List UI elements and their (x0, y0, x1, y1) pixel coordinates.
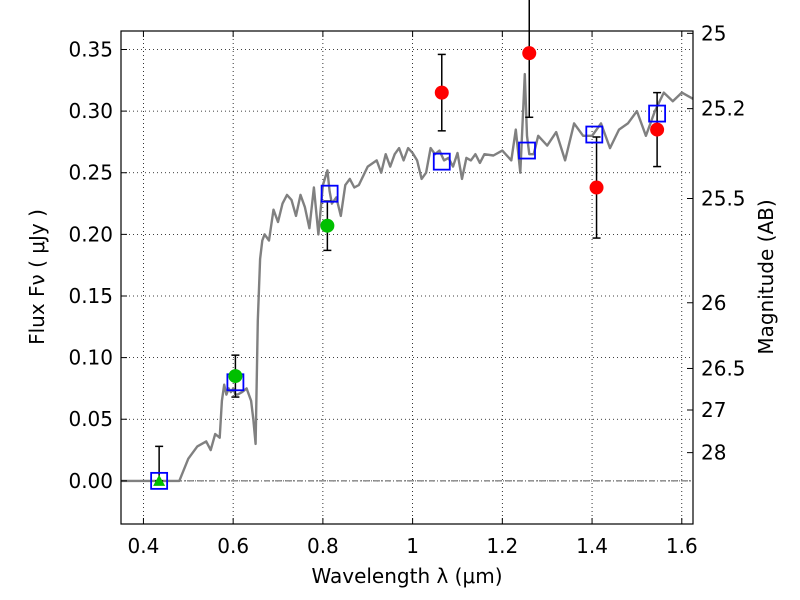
x-tick-label: 0.4 (128, 534, 160, 558)
model-square-marker (585, 125, 604, 144)
y-tick-label: 0.25 (68, 161, 113, 185)
right-tick-label: 28 (701, 441, 726, 465)
x-tick-label: 1 (406, 534, 419, 558)
y-tick-label: 0.00 (68, 469, 113, 493)
y-axis-title: Flux Fν ( μJy ) (25, 209, 49, 345)
y-tick-label: 0.10 (68, 346, 113, 370)
right-axis-title: Magnitude (AB) (754, 199, 778, 354)
y-tick-label: 0.35 (68, 37, 113, 61)
right-tick-label: 25.5 (701, 186, 746, 210)
model-square-marker (432, 152, 451, 171)
model-square-marker (150, 471, 169, 490)
red-circle-marker (522, 46, 537, 61)
green-circle-marker (228, 369, 243, 384)
right-tick-label: 25 (701, 21, 726, 45)
right-tick-label: 26 (701, 291, 726, 315)
y-tick-label: 0.15 (68, 284, 113, 308)
x-axis-title: Wavelength λ (μm) (311, 564, 502, 588)
y-tick-label: 0.30 (68, 99, 113, 123)
right-tick-label: 27 (701, 398, 726, 422)
x-tick-label: 0.6 (217, 534, 249, 558)
green-circle-marker (320, 218, 335, 233)
model-square-marker (518, 141, 536, 160)
x-tick-label: 0.8 (307, 534, 339, 558)
y-tick-label: 0.20 (68, 222, 113, 246)
template-spectrum (121, 72, 694, 483)
red-circle-marker (650, 122, 665, 137)
red-circle-marker (589, 180, 604, 195)
y-tick-label: 0.05 (68, 407, 113, 431)
right-axis-ticks: 25 25.2 25.5 26 26.5 27 28 (687, 21, 746, 465)
model-square-marker (320, 184, 339, 203)
spectrum-line (121, 72, 694, 483)
plot-frame (120, 30, 694, 525)
data-markers (150, 46, 667, 490)
right-tick-label: 26.5 (701, 356, 746, 380)
x-tick-label: 1.2 (486, 534, 518, 558)
right-tick-label: 25.2 (701, 97, 746, 121)
y-axis-ticks: 0.00 0.05 0.10 0.15 0.20 0.25 0.30 0.35 (68, 37, 127, 493)
model-square-marker (648, 104, 667, 123)
x-tick-label: 1.6 (666, 534, 698, 558)
x-tick-label: 1.4 (576, 534, 608, 558)
x-axis-ticks: 0.4 0.6 0.8 1 1.2 1.4 1.6 (128, 31, 698, 558)
green-triangle-marker (153, 474, 166, 486)
red-circle-marker (434, 85, 449, 100)
